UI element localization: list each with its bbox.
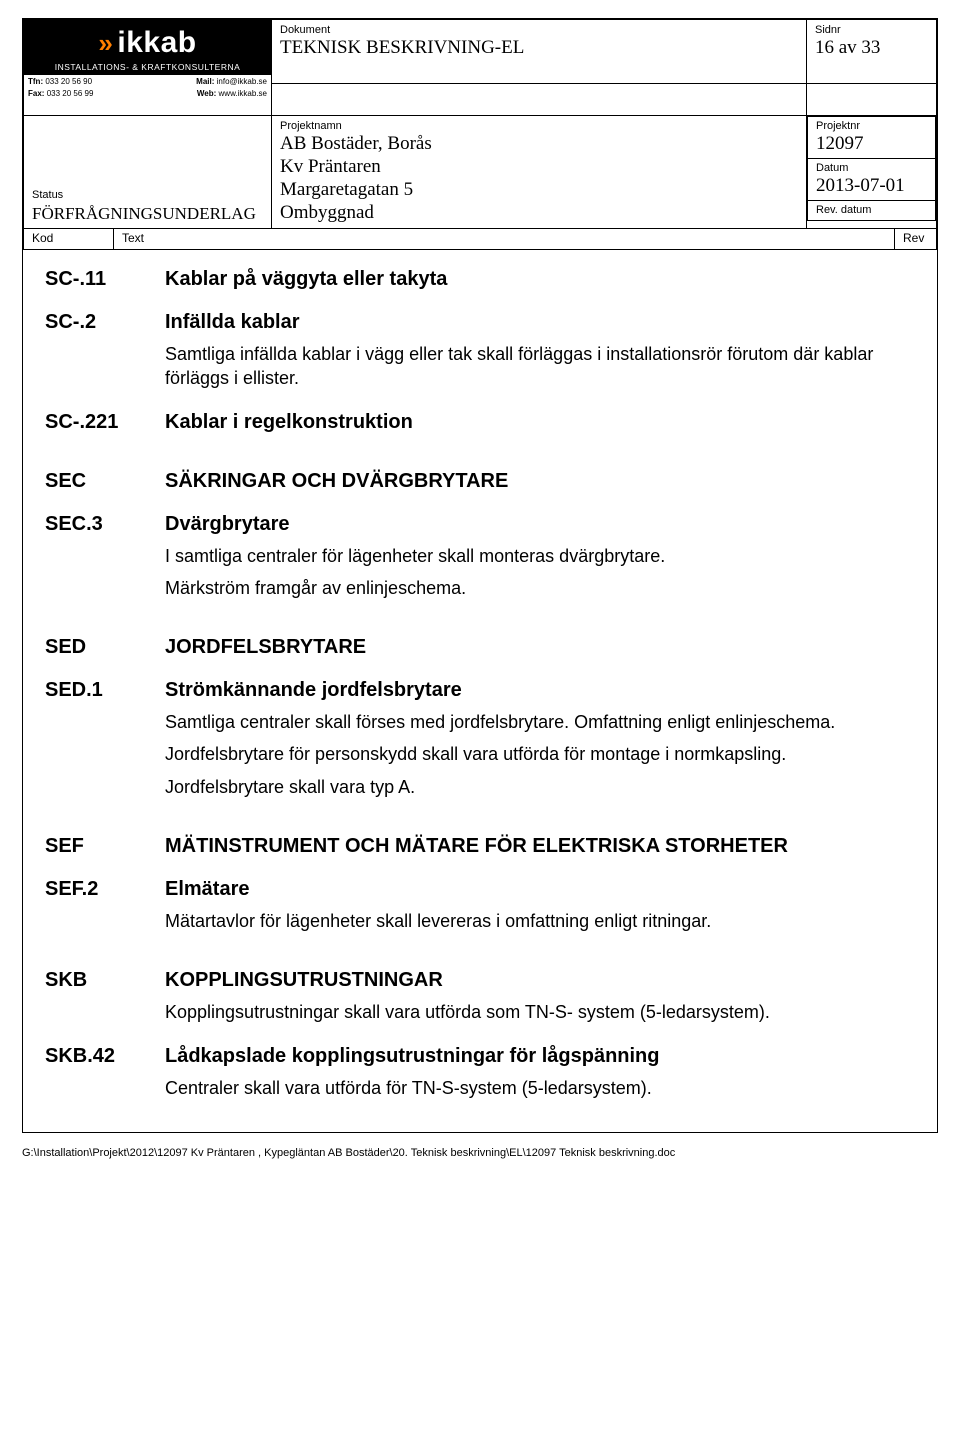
- dokument-label: Dokument: [280, 24, 798, 36]
- section-code: SEC.3: [45, 513, 165, 536]
- sidnr-value: 16 av 33: [815, 36, 928, 59]
- section-row: SEF.2Elmätare: [45, 878, 915, 901]
- header-table: » ikkab INSTALLATIONS- & KRAFTKONSULTERN…: [23, 19, 937, 116]
- kod-label: Kod: [24, 229, 114, 250]
- section-paragraph: Jordfelsbrytare skall vara typ A.: [165, 775, 915, 799]
- section-paragraph: I samtliga centraler för lägenheter skal…: [165, 544, 915, 568]
- status-label: Status: [32, 189, 263, 201]
- content-area: SC-.11Kablar på väggyta eller takytaSC-.…: [23, 250, 937, 1132]
- section-row: SEFMÄTINSTRUMENT OCH MÄTARE FÖR ELEKTRIS…: [45, 835, 915, 858]
- section-gap: [45, 941, 915, 969]
- sidnr-label: Sidnr: [815, 24, 928, 36]
- section-code: SC-.221: [45, 411, 165, 434]
- datum-value: 2013-07-01: [816, 174, 927, 197]
- projektnamn-line0: AB Bostäder, Borås: [280, 132, 798, 155]
- section-gap: [45, 608, 915, 636]
- section-code: SKB: [45, 969, 165, 992]
- projektnamn-cell: Projektnamn AB Bostäder, Borås Kv Pränta…: [272, 116, 807, 229]
- section-title: Elmätare: [165, 878, 250, 901]
- section-code: SEC: [45, 470, 165, 493]
- section-row: SC-.221Kablar i regelkonstruktion: [45, 411, 915, 434]
- section-row: SEDJORDFELSBRYTARE: [45, 636, 915, 659]
- page-frame: » ikkab INSTALLATIONS- & KRAFTKONSULTERN…: [22, 18, 938, 1133]
- section-code: SKB.42: [45, 1045, 165, 1068]
- footer-path: G:\Installation\Projekt\2012\12097 Kv Pr…: [0, 1141, 960, 1169]
- section-row: SEC.3Dvärgbrytare: [45, 513, 915, 536]
- section-code: SED.1: [45, 679, 165, 702]
- text-label: Text: [114, 229, 895, 250]
- section-code: SC-.11: [45, 268, 165, 291]
- section-gap-small: [45, 299, 915, 311]
- section-gap: [45, 807, 915, 835]
- logo-text: ikkab: [117, 26, 196, 60]
- section-title: Kablar i regelkonstruktion: [165, 411, 413, 434]
- projektnr-value: 12097: [816, 132, 927, 155]
- section-code: SEF.2: [45, 878, 165, 901]
- projektnr-label: Projektnr: [816, 120, 927, 132]
- section-title: SÄKRINGAR OCH DVÄRGBRYTARE: [165, 470, 508, 493]
- revdatum-value: [816, 216, 927, 217]
- chevron-icon: »: [98, 30, 113, 56]
- section-row: SKB.42Lådkapslade kopplingsutrustningar …: [45, 1045, 915, 1068]
- header-table-3: Kod Text Rev: [23, 229, 937, 250]
- section-code: SED: [45, 636, 165, 659]
- logo-subtitle: INSTALLATIONS- & KRAFTKONSULTERNA: [28, 62, 267, 72]
- section-paragraph: Samtliga centraler skall förses med jord…: [165, 710, 915, 734]
- dokument-value: TEKNISK BESKRIVNING-EL: [280, 36, 798, 59]
- section-row: SED.1Strömkännande jordfelsbrytare: [45, 679, 915, 702]
- section-title: Kablar på väggyta eller takyta: [165, 268, 447, 291]
- empty-cell-2: [807, 84, 937, 116]
- status-value: FÖRFRÅGNINGSUNDERLAG: [32, 203, 263, 224]
- logo-cell: » ikkab INSTALLATIONS- & KRAFTKONSULTERN…: [24, 20, 272, 116]
- logo: » ikkab INSTALLATIONS- & KRAFTKONSULTERN…: [24, 20, 271, 100]
- sidnr-cell: Sidnr 16 av 33: [807, 20, 937, 84]
- empty-cell-1: [272, 84, 807, 116]
- section-code: SC-.2: [45, 311, 165, 334]
- logo-contact-row2: Fax: 033 20 56 99 Web: www.ikkab.se: [24, 88, 271, 100]
- projektnamn-label: Projektnamn: [280, 120, 798, 132]
- rev-label: Rev: [895, 229, 937, 250]
- header-table-2: Status FÖRFRÅGNINGSUNDERLAG Projektnamn …: [23, 116, 937, 229]
- section-paragraph: Märkström framgår av enlinjeschema.: [165, 576, 915, 600]
- right-stack-cell: Projektnr 12097 Datum 2013-07-01 Rev. da…: [807, 116, 937, 229]
- section-gap-small: [45, 501, 915, 513]
- section-gap-small: [45, 667, 915, 679]
- datum-label: Datum: [816, 162, 927, 174]
- section-gap-small: [45, 1108, 915, 1120]
- status-cell: Status FÖRFRÅGNINGSUNDERLAG: [24, 116, 272, 229]
- section-paragraph: Samtliga infällda kablar i vägg eller ta…: [165, 342, 915, 391]
- logo-contact-row1: Tfn: 033 20 56 90 Mail: info@ikkab.se: [24, 74, 271, 88]
- revdatum-label: Rev. datum: [816, 204, 927, 216]
- section-paragraph: Jordfelsbrytare för personskydd skall va…: [165, 742, 915, 766]
- section-title: KOPPLINGSUTRUSTNINGAR: [165, 969, 443, 992]
- projektnamn-line3: Ombyggnad: [280, 201, 798, 224]
- section-paragraph: Kopplingsutrustningar skall vara utförda…: [165, 1000, 915, 1024]
- section-paragraph: Centraler skall vara utförda för TN-S-sy…: [165, 1076, 915, 1100]
- section-code: SEF: [45, 835, 165, 858]
- section-row: SKBKOPPLINGSUTRUSTNINGAR: [45, 969, 915, 992]
- section-row: SC-.2Infällda kablar: [45, 311, 915, 334]
- projektnamn-line2: Margaretagatan 5: [280, 178, 798, 201]
- dokument-cell: Dokument TEKNISK BESKRIVNING-EL: [272, 20, 807, 84]
- section-title: Infällda kablar: [165, 311, 300, 334]
- section-title: JORDFELSBRYTARE: [165, 636, 366, 659]
- section-gap: [45, 442, 915, 470]
- section-title: Strömkännande jordfelsbrytare: [165, 679, 462, 702]
- section-paragraph: Mätartavlor för lägenheter skall leverer…: [165, 909, 915, 933]
- section-row: SECSÄKRINGAR OCH DVÄRGBRYTARE: [45, 470, 915, 493]
- projektnamn-line1: Kv Präntaren: [280, 155, 798, 178]
- section-title: MÄTINSTRUMENT OCH MÄTARE FÖR ELEKTRISKA …: [165, 835, 788, 858]
- section-gap-small: [45, 866, 915, 878]
- section-title: Lådkapslade kopplingsutrustningar för lå…: [165, 1045, 660, 1068]
- section-row: SC-.11Kablar på väggyta eller takyta: [45, 268, 915, 291]
- section-title: Dvärgbrytare: [165, 513, 290, 536]
- section-gap-small: [45, 399, 915, 411]
- section-gap-small: [45, 1033, 915, 1045]
